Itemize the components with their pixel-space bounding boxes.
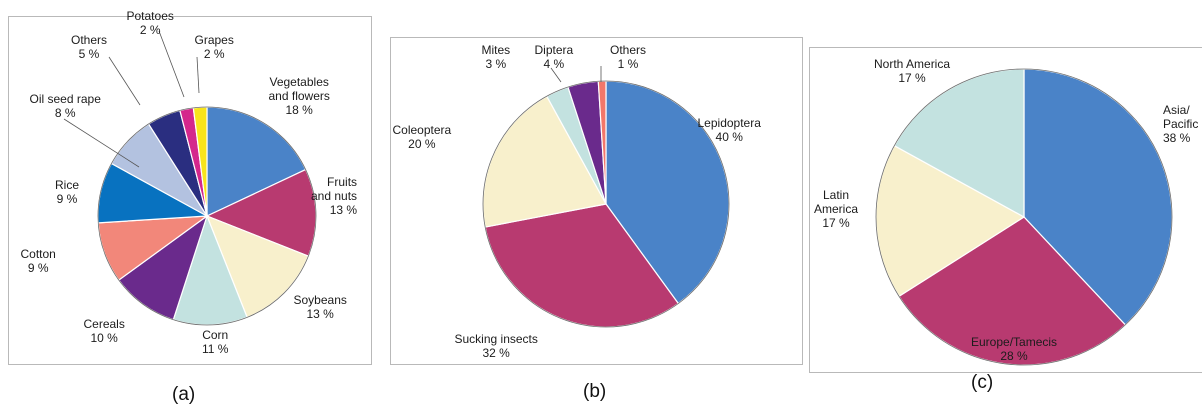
pie-chart-a: Vegetables and flowers 18 % Fruits and nuts 1…	[8, 9, 372, 365]
slice-name: and nuts	[311, 189, 358, 203]
slice-percent: 20 %	[408, 137, 436, 151]
slice-percent: 8 %	[54, 106, 76, 120]
slice-name: Pacific	[1163, 117, 1199, 131]
slice-name: Cotton	[20, 247, 56, 261]
pie-a-plot	[63, 30, 317, 326]
slice-label-lepidoptera: Lepidoptera 40 %	[698, 116, 761, 144]
pie-b-plot	[482, 66, 730, 328]
pie-chart-c: Asia/Pacific 38 % Europe/Tamecis 28 % Latin A…	[809, 47, 1202, 373]
leader-line	[196, 56, 200, 94]
slice-percent: 38 %	[1163, 131, 1191, 145]
slice-name: America	[814, 202, 859, 216]
slice-label-latin-america: Latin America 17 %	[814, 188, 858, 230]
leader-line	[158, 30, 185, 98]
slice-percent: 17 %	[898, 71, 926, 85]
slice-name: Vegetables	[269, 75, 329, 89]
slice-name: North America	[874, 57, 951, 71]
slice-percent: 40 %	[715, 130, 743, 144]
slice-name: Grapes	[194, 33, 234, 47]
slice-name: Corn	[202, 328, 229, 342]
pie-outline	[97, 106, 317, 326]
slice-name: Potatoes	[126, 9, 174, 23]
leader-line	[63, 118, 140, 168]
leader-line	[108, 56, 141, 106]
slice-label-corn: Corn 11 %	[202, 328, 228, 356]
slice-label-potatoes: Potatoes 2 %	[127, 9, 174, 37]
slice-name: and flowers	[268, 89, 330, 103]
slice-name: Mites	[481, 43, 511, 57]
slice-label-north-america: North America 17 %	[874, 57, 950, 85]
slice-name: Diptera	[534, 43, 574, 57]
slice-name: Europe/Tamecis	[971, 335, 1058, 349]
slice-label-cotton: Cotton 9 %	[21, 247, 56, 275]
slice-label-sucking-insects: Sucking insects 32 %	[455, 332, 538, 360]
slice-percent: 2 %	[139, 23, 161, 37]
slice-name: Lepidoptera	[697, 116, 761, 130]
slice-label-fruits-and-nuts: Fruits and nuts 13 %	[311, 175, 357, 217]
slice-label-mites: Mites 3 %	[482, 43, 511, 71]
slice-label-oil-seed-rape: Oil seed rape 8 %	[30, 92, 101, 120]
slice-percent: 13 %	[306, 307, 334, 321]
slice-percent: 3 %	[485, 57, 507, 71]
slice-name: Others	[610, 43, 647, 57]
slice-percent: 9 %	[56, 192, 78, 206]
slice-percent: 1 %	[617, 57, 639, 71]
slice-label-soybeans: Soybeans 13 %	[294, 293, 347, 321]
slice-label-others: Others 5 %	[71, 33, 107, 61]
slice-name: Coleoptera	[392, 123, 452, 137]
slice-label-diptera: Diptera 4 %	[535, 43, 574, 71]
pie-outline	[875, 68, 1173, 366]
slice-name: Soybeans	[293, 293, 347, 307]
slice-percent: 18 %	[285, 103, 313, 117]
slice-label-cereals: Cereals 10 %	[84, 317, 125, 345]
slice-percent: 5 %	[78, 47, 100, 61]
slice-percent: 11 %	[202, 342, 229, 356]
slice-name: Sucking insects	[454, 332, 538, 346]
slice-label-vegetables-and-flowers: Vegetables and flowers 18 %	[269, 75, 330, 117]
slice-label-grapes: Grapes 2 %	[195, 33, 234, 61]
slice-name: Fruits	[327, 175, 358, 189]
slice-percent: 28 %	[1000, 349, 1028, 363]
slice-label-rice: Rice 9 %	[55, 178, 79, 206]
slice-percent: 17 %	[822, 216, 850, 230]
slice-label-others: Others 1 %	[610, 43, 646, 71]
caption-b: (b)	[583, 381, 607, 402]
pie-outline	[482, 80, 730, 328]
caption-a: (a)	[172, 384, 196, 405]
slice-label-coleoptera: Coleoptera 20 %	[393, 123, 452, 151]
slice-percent: 9 %	[27, 261, 49, 275]
caption-c: (c)	[971, 372, 994, 393]
leader-line	[550, 67, 562, 83]
slice-name: Latin	[822, 188, 850, 202]
slice-percent: 4 %	[543, 57, 565, 71]
slice-label-asia-pacific: Asia/Pacific 38 %	[1163, 103, 1198, 145]
slice-name: Others	[71, 33, 108, 47]
slice-name: Oil seed rape	[29, 92, 101, 106]
slice-label-europe-tamecis: Europe/Tamecis 28 %	[971, 335, 1057, 363]
slice-name: Asia/	[1163, 103, 1190, 117]
pie-chart-b: Lepidoptera 40 % Sucking insects 32 % Coleop…	[390, 37, 803, 365]
pie-c-plot	[875, 68, 1173, 366]
slice-percent: 10 %	[90, 331, 118, 345]
slice-percent: 2 %	[203, 47, 225, 61]
slice-name: Cereals	[83, 317, 125, 331]
slice-percent: 32 %	[482, 346, 510, 360]
slice-name: Rice	[55, 178, 80, 192]
slice-percent: 13 %	[329, 203, 358, 217]
